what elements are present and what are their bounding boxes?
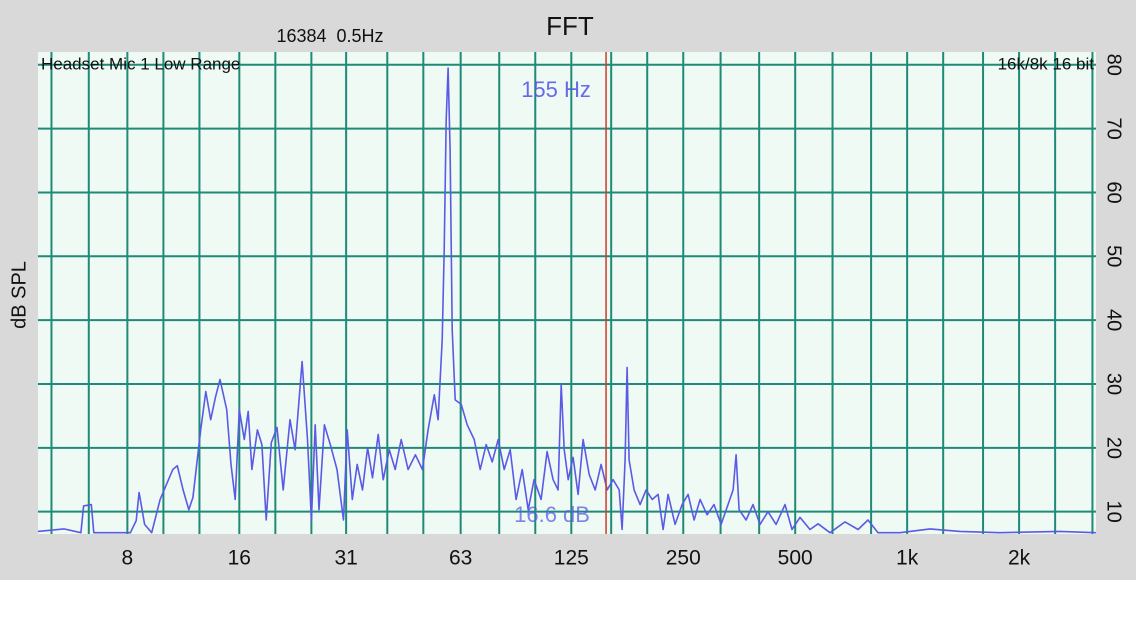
x-tick-label: 2k bbox=[1008, 547, 1031, 570]
x-tick-label: 8 bbox=[122, 547, 134, 570]
y-tick-label: 70 bbox=[1103, 117, 1125, 139]
y-tick-label: 40 bbox=[1103, 309, 1125, 331]
marks bbox=[37, 52, 1096, 534]
x-tick-label: 31 bbox=[334, 547, 357, 570]
input-label: Headset Mic 1 Low Range bbox=[41, 54, 240, 73]
grid bbox=[38, 52, 1096, 534]
marker-frequency-label: 155 Hz bbox=[521, 77, 591, 102]
chart-title: FFT bbox=[546, 11, 594, 41]
subtitle: 16384 0.5Hz bbox=[276, 26, 383, 46]
y-tick-label: 50 bbox=[1103, 245, 1125, 267]
y-tick-label: 80 bbox=[1103, 54, 1125, 76]
y-tick-label: 30 bbox=[1103, 373, 1125, 395]
marker-level-label: 16.6 dB bbox=[514, 502, 590, 527]
x-tick-label: 125 bbox=[554, 547, 589, 570]
y-axis-label: dB SPL bbox=[8, 261, 30, 329]
y-tick-label: 20 bbox=[1103, 437, 1125, 459]
x-tick-label: 500 bbox=[778, 547, 813, 570]
spectrum-line bbox=[37, 67, 1096, 534]
x-tick-label: 16 bbox=[228, 547, 251, 570]
y-tick-label: 60 bbox=[1103, 181, 1125, 203]
x-tick-label: 1k bbox=[896, 547, 919, 570]
plot-background bbox=[38, 52, 1096, 534]
x-tick-label: 63 bbox=[449, 547, 472, 570]
y-tick-label: 10 bbox=[1103, 501, 1125, 523]
x-tick-label: 250 bbox=[666, 547, 701, 570]
format-label: 16k/8k 16 bit bbox=[998, 54, 1095, 73]
